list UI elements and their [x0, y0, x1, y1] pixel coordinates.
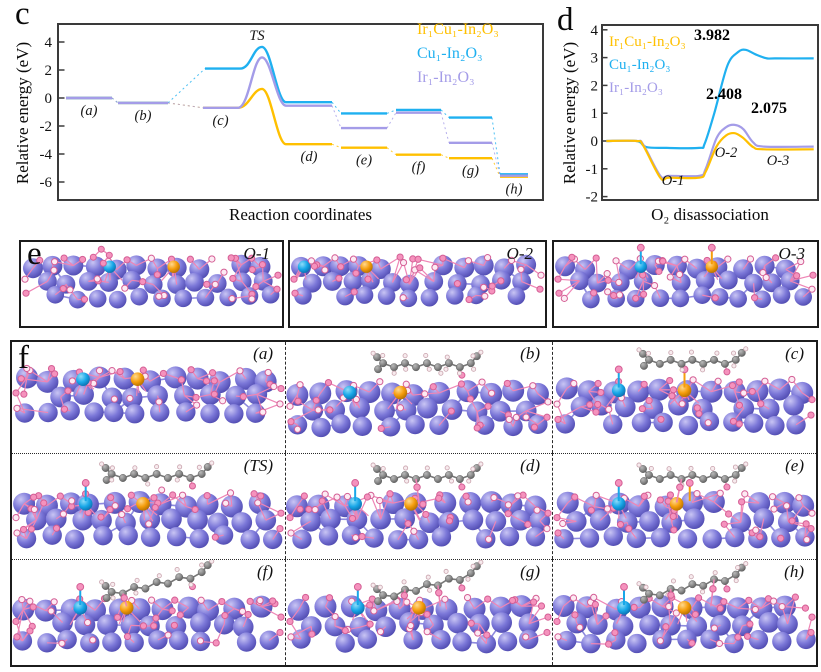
panel-e-box-o2: O-2 [288, 240, 547, 328]
panel-c-letter: c [15, 0, 30, 32]
stage-label: (e) [356, 153, 372, 169]
y-tick-label: -4 [40, 147, 53, 163]
structure-g [286, 560, 552, 654]
structure-h [553, 561, 816, 654]
y-tick-label: -1 [586, 162, 599, 178]
panel-f-cell-d: (d) [285, 453, 552, 559]
structure-h-label: (h) [784, 562, 804, 581]
structure-o2-label: O-2 [506, 244, 533, 263]
structure-ts [12, 460, 285, 550]
legend-item: Cu₁-In₂O₃ [609, 57, 671, 73]
panel-e-box-o3: O-3 [552, 240, 819, 328]
panel-f-cell-ts: (TS) [12, 453, 285, 559]
ts-label: TS [249, 28, 265, 44]
structure-a [12, 364, 285, 424]
stage-label: (f) [412, 160, 426, 176]
structure-e-label: (e) [785, 456, 804, 475]
legend-item: Ir₁Cu₁-In₂O₃ [609, 34, 686, 50]
panel-d-y-axis-label: Relative energy (eV) [560, 41, 579, 185]
panel-c-legend: Ir₁Cu₁-In₂O₃ Cu₁-In₂O₃ Ir₁-In₂O₃ [417, 18, 499, 90]
structure-f [12, 560, 285, 653]
structure-d [286, 461, 552, 550]
structure-f-label: (f) [256, 562, 273, 581]
structure-ts-label: (TS) [243, 456, 273, 475]
stage-label: (a) [81, 103, 98, 119]
panel-f-cell-a: f (a) [12, 342, 285, 453]
stage-label: O-3 [767, 153, 790, 169]
panel-f-cell-f: (f) [12, 559, 285, 665]
legend-item: Cu₁-In₂O₃ [417, 45, 483, 62]
panel-c-x-axis-label: Reaction coordinates [228, 205, 373, 224]
panel-f-cell-h: (h) [552, 559, 816, 665]
panel-e-letter: e [27, 236, 42, 272]
panel-f-cell-e: (e) [552, 453, 816, 559]
panel-d-x-axis-label: O₂ disassociation [651, 205, 769, 224]
structure-b [286, 349, 552, 438]
panel-f-cell-g: (g) [285, 559, 552, 665]
stage-label: (g) [462, 163, 479, 179]
y-tick-label: -2 [586, 190, 599, 206]
y-tick-label: 0 [591, 134, 599, 150]
structure-o3 [554, 243, 817, 309]
legend-item: Ir₁-In₂O₃ [609, 80, 664, 96]
structure-d-label: (d) [520, 456, 540, 475]
panel-f-box: f (a) (b) (c) (TS) (d) (e) (f) [10, 340, 818, 667]
y-tick-label: 3 [591, 51, 599, 67]
y-tick-label: 1 [591, 106, 599, 122]
stage-label: (h) [506, 182, 523, 198]
panel-f-cell-c: (c) [552, 342, 816, 453]
structure-o1-label: O-1 [243, 244, 270, 263]
panel-f-letter: f [18, 340, 29, 376]
structure-e [553, 461, 816, 549]
structure-c [553, 346, 816, 436]
stage-label: O-1 [662, 173, 685, 189]
energy-annotation: 2.075 [751, 100, 787, 117]
structure-o3-label: O-3 [778, 244, 805, 263]
y-tick-label: 4 [45, 35, 53, 51]
y-tick-label: -2 [40, 119, 53, 135]
o2-dissociation-chart: 4 3 2 1 0 -1 -2 3.982 2.408 2.075 O-1 O-2 O-3 [586, 23, 819, 206]
stage-label: (c) [212, 113, 228, 129]
panel-e-box-o1: e O-1 [19, 236, 284, 328]
structure-o1 [21, 245, 282, 309]
y-tick-label: 2 [45, 63, 53, 79]
stage-label: (b) [135, 108, 152, 124]
legend-item: Ir₁-In₂O₃ [417, 69, 475, 86]
y-tick-label: 0 [45, 91, 53, 107]
panel-d-letter: d [557, 2, 574, 38]
stage-label: (d) [301, 149, 318, 165]
stage-label: O-2 [715, 145, 738, 161]
panel-d-legend: Ir₁Cu₁-In₂O₃ Cu₁-In₂O₃ Ir₁-In₂O₃ [609, 31, 686, 100]
panel-c-y-axis-label: Relative energy (eV) [13, 41, 32, 185]
reaction-coordinates-chart: 4 2 0 -2 -4 -6 (a) (b) (c) (d) (e) (f) (g) (h) TS [40, 23, 544, 201]
structure-o2 [290, 253, 545, 308]
y-tick-label: 4 [591, 23, 599, 39]
structure-a-label: (a) [253, 344, 273, 363]
y-tick-label: -6 [40, 175, 53, 191]
panel-f-cell-b: (b) [285, 342, 552, 453]
energy-annotation: 3.982 [694, 27, 730, 44]
structure-g-label: (g) [520, 562, 540, 581]
energy-annotation: 2.408 [706, 86, 742, 103]
structure-b-label: (b) [520, 344, 540, 363]
y-tick-label: 2 [591, 78, 599, 94]
legend-item: Ir₁Cu₁-In₂O₃ [417, 21, 499, 38]
structure-c-label: (c) [785, 344, 804, 363]
